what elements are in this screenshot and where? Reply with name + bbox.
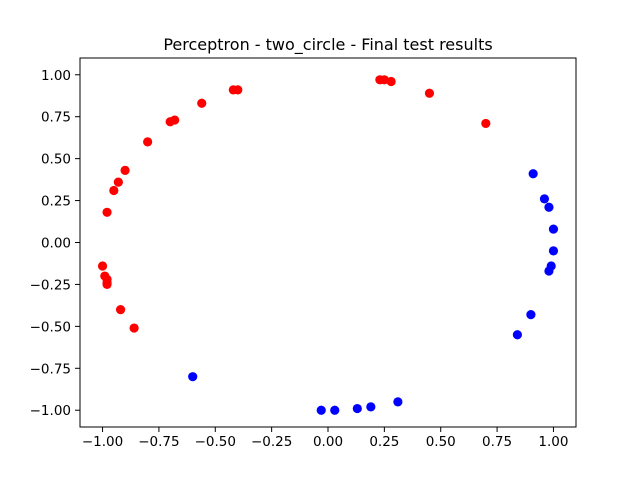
red-data-point bbox=[109, 185, 119, 196]
x-tick-label: −1.00 bbox=[82, 434, 123, 450]
y-tick-label: 0.25 bbox=[41, 194, 71, 210]
red-data-point bbox=[102, 279, 112, 290]
blue-data-point bbox=[330, 405, 340, 415]
red-data-point bbox=[102, 207, 112, 217]
blue-data-point bbox=[544, 202, 554, 212]
blue-data-point bbox=[188, 372, 198, 382]
x-tick-label: 0.50 bbox=[426, 434, 456, 450]
x-tick-label: 0.75 bbox=[482, 434, 512, 450]
red-data-point bbox=[233, 85, 243, 95]
red-data-point bbox=[424, 88, 435, 98]
blue-data-point bbox=[352, 403, 362, 414]
red-data-point bbox=[113, 177, 123, 187]
y-tick-label: 0.50 bbox=[41, 152, 71, 168]
blue-data-point bbox=[512, 330, 522, 340]
y-tick-label: 0.00 bbox=[41, 236, 71, 252]
y-tick-label: 0.75 bbox=[41, 110, 71, 126]
red-data-point bbox=[165, 117, 175, 127]
blue-data-point bbox=[548, 246, 559, 256]
chart-title: Perceptron - two_circle - Final test res… bbox=[163, 35, 492, 55]
blue-data-point bbox=[539, 194, 550, 204]
red-data-point bbox=[197, 98, 207, 108]
red-data-point bbox=[120, 165, 130, 175]
red-data-point bbox=[129, 323, 139, 333]
x-tick-label: −0.75 bbox=[138, 434, 179, 450]
blue-data-point bbox=[544, 266, 554, 276]
blue-data-point bbox=[526, 310, 536, 320]
plot-frame bbox=[79, 57, 577, 428]
axis-ticks: −1.00 −0.75 −0.50 −0.25 0.00 0.25 0.50 0.75 1.00… bbox=[30, 68, 569, 450]
blue-data-point bbox=[528, 169, 538, 179]
blue-data-point bbox=[548, 224, 559, 234]
x-tick-label: −0.50 bbox=[195, 434, 236, 450]
y-tick-label: −0.75 bbox=[30, 361, 71, 377]
y-tick-label: −1.00 bbox=[30, 403, 71, 419]
y-tick-label: 1.00 bbox=[41, 68, 71, 84]
red-data-point bbox=[97, 261, 108, 271]
x-tick-label: 1.00 bbox=[538, 434, 568, 450]
blue-data-point bbox=[393, 397, 403, 407]
red-data-point bbox=[481, 118, 491, 129]
data-points bbox=[97, 75, 559, 415]
y-tick-label: −0.50 bbox=[30, 319, 71, 335]
x-tick-label: 0.00 bbox=[313, 434, 343, 450]
blue-data-point bbox=[366, 402, 376, 412]
red-data-point bbox=[143, 137, 153, 147]
blue-data-point bbox=[316, 405, 326, 415]
y-tick-label: −0.25 bbox=[30, 277, 71, 293]
x-tick-label: −0.25 bbox=[251, 434, 292, 450]
red-data-point bbox=[386, 76, 396, 87]
red-data-point bbox=[115, 304, 126, 315]
x-tick-label: 0.25 bbox=[369, 434, 399, 450]
